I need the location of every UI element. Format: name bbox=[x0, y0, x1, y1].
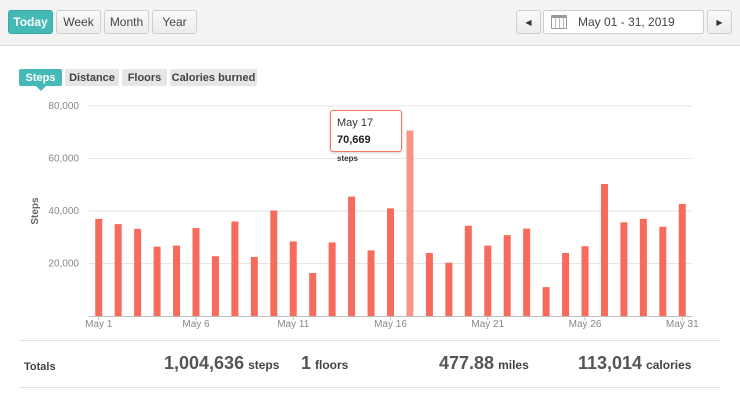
tooltip-value: 70,669 bbox=[337, 134, 371, 146]
tooltip-date: May 17 bbox=[337, 117, 374, 129]
bar-may-15 bbox=[367, 250, 375, 316]
next-period-button[interactable]: ▶ bbox=[707, 10, 732, 34]
x-tick-label: May 31 bbox=[666, 319, 699, 330]
bar-may-24 bbox=[542, 287, 550, 316]
bar-may-9 bbox=[250, 256, 258, 316]
bar-may-21 bbox=[484, 245, 492, 316]
total-calories: 113,014 calories bbox=[578, 353, 691, 374]
total-steps-value: 1,004,636 bbox=[164, 353, 245, 373]
bar-may-28 bbox=[620, 222, 628, 316]
previous-period-button[interactable]: ◀ bbox=[516, 10, 541, 34]
bar-may-27 bbox=[600, 183, 608, 316]
bar-may-18 bbox=[425, 253, 433, 316]
x-tick-label: May 26 bbox=[569, 319, 602, 330]
bar-may-26 bbox=[581, 246, 589, 316]
bar-may-1 bbox=[95, 218, 103, 316]
y-axis-title: Steps bbox=[30, 197, 41, 225]
bar-may-20 bbox=[464, 225, 472, 316]
x-tick-label: May 6 bbox=[182, 319, 210, 330]
total-calories-value: 113,014 bbox=[578, 353, 643, 373]
y-tick-label: 20,000 bbox=[48, 259, 79, 270]
total-floors-value: 1 bbox=[301, 353, 312, 373]
date-range-text: May 01 - 31, 2019 bbox=[578, 15, 675, 29]
x-tick-label: May 11 bbox=[277, 319, 309, 330]
x-tick-label: May 16 bbox=[374, 319, 407, 330]
calendar-icon bbox=[551, 15, 567, 29]
bar-may-23 bbox=[523, 228, 531, 316]
range-month-button[interactable]: Month bbox=[104, 10, 149, 34]
bar-may-17 bbox=[406, 130, 414, 316]
y-tick-label: 40,000 bbox=[48, 206, 79, 217]
tab-steps[interactable]: Steps bbox=[19, 69, 62, 86]
tab-floors[interactable]: Floors bbox=[122, 69, 167, 86]
bar-may-29 bbox=[639, 218, 647, 316]
bar-may-4 bbox=[153, 246, 161, 316]
bar-may-10 bbox=[270, 210, 278, 316]
top-toolbar: Today Week Month Year ◀ May 01 - 31, 201… bbox=[0, 0, 740, 46]
bar-may-30 bbox=[659, 226, 667, 316]
bar-may-2 bbox=[114, 224, 122, 316]
bar-may-16 bbox=[387, 208, 394, 316]
total-steps-unit: steps bbox=[248, 358, 280, 372]
total-calories-unit: calories bbox=[646, 358, 692, 372]
bar-may-6 bbox=[192, 228, 200, 316]
active-tab-pointer bbox=[36, 86, 46, 91]
y-tick-label: 60,000 bbox=[48, 154, 79, 165]
bar-may-13 bbox=[328, 242, 336, 316]
y-tick-label: 80,000 bbox=[48, 101, 79, 112]
caret-right-icon: ▶ bbox=[716, 17, 723, 27]
range-today-button[interactable]: Today bbox=[8, 10, 53, 34]
bar-may-5 bbox=[173, 245, 181, 316]
caret-left-icon: ◀ bbox=[525, 17, 532, 27]
total-miles-value: 477.88 bbox=[439, 353, 495, 373]
tooltip-unit: steps bbox=[337, 154, 358, 163]
bar-may-7 bbox=[211, 256, 219, 316]
date-range-field[interactable]: May 01 - 31, 2019 bbox=[543, 10, 704, 34]
total-floors: 1 floors bbox=[301, 353, 348, 374]
total-miles-unit: miles bbox=[498, 358, 529, 372]
bar-may-14 bbox=[348, 196, 356, 316]
tab-distance[interactable]: Distance bbox=[65, 69, 119, 86]
bar-may-25 bbox=[562, 253, 570, 316]
total-floors-unit: floors bbox=[315, 358, 349, 372]
totals-label: Totals bbox=[24, 361, 56, 373]
totals-row: Totals 1,004,636 steps 1 floors 477.88 mile… bbox=[19, 340, 720, 388]
steps-bar-chart: 20,000 40,000 60,000 80,000 Steps May 1 May 6 M… bbox=[30, 101, 699, 330]
tab-calories-burned[interactable]: Calories burned bbox=[170, 69, 257, 86]
bar-may-3 bbox=[134, 228, 142, 316]
bar-may-31 bbox=[678, 203, 686, 316]
total-steps: 1,004,636 steps bbox=[164, 353, 279, 374]
bar-tooltip: May 17 70,669 steps bbox=[330, 110, 402, 163]
bar-may-12 bbox=[309, 272, 317, 316]
range-week-button[interactable]: Week bbox=[56, 10, 101, 34]
x-tick-label: May 1 bbox=[85, 319, 113, 330]
total-miles: 477.88 miles bbox=[439, 353, 529, 374]
x-tick-label: May 21 bbox=[471, 319, 504, 330]
bar-may-19 bbox=[445, 262, 453, 316]
bar-may-11 bbox=[289, 241, 297, 316]
bar-may-8 bbox=[231, 221, 239, 316]
range-year-button[interactable]: Year bbox=[152, 10, 197, 34]
bar-may-22 bbox=[503, 235, 511, 316]
